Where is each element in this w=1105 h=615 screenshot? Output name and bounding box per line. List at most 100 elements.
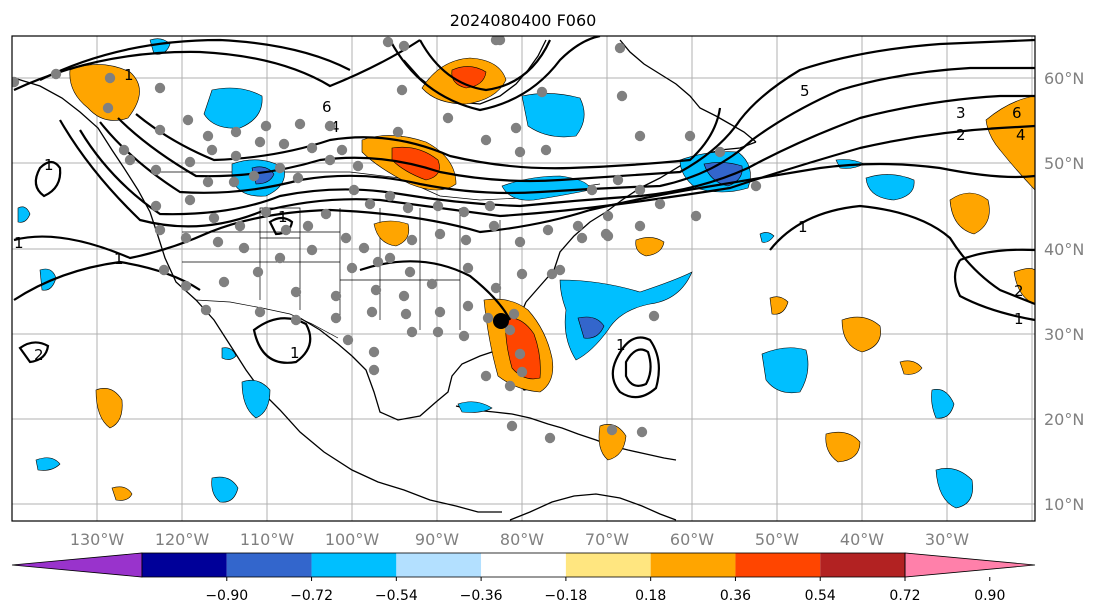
colorbar-segment [565,553,651,577]
shade-orange-atlantic-7 [1013,268,1035,305]
contour-lines [13,36,1035,399]
lat-label-50n: 50°N [1044,154,1084,173]
station-dot [636,426,648,438]
station-dot [572,220,584,232]
station-dot [366,306,378,318]
station-dot [254,136,266,148]
shade-blue-southeast-atlantic-mid [577,316,605,339]
station-dot [124,154,136,166]
contour-label-6-east: 6 [1012,104,1022,122]
lon-label-60w: 60°W [670,530,714,549]
station-dot [542,224,554,236]
station-dot [462,262,474,274]
station-dot [206,144,218,156]
longitude-labels: 130°W 120°W 110°W 100°W 90°W 80°W 70°W 6… [70,530,969,549]
contour-label-4-east: 4 [1016,126,1026,144]
station-dot [306,244,318,256]
contour-2-alaska [18,341,50,364]
station-dot [402,202,414,214]
station-dot [200,304,212,316]
station-dot [260,120,272,132]
contour-5 [117,38,1035,183]
station-dot [398,290,410,302]
station-dot [346,262,358,274]
station-dot [392,126,404,138]
station-dot [616,90,628,102]
colorbar-tick-label: −0.90 [205,588,248,604]
shade-orange-atlantic-5 [899,360,923,375]
shade-blue-mid-atlantic-2 [761,347,809,394]
station-dot [340,232,352,244]
station-dot [494,36,506,46]
contour-label-1-alaska: 1 [124,66,134,84]
contour-label-2: 2 [956,126,966,144]
station-dot [506,420,518,432]
station-dot [516,366,528,378]
station-dot [238,242,250,254]
contour-1-mid-atlantic [769,204,1035,306]
colorbar-tick-label: −0.36 [460,588,503,604]
station-dot [634,220,646,232]
station-dot [398,40,410,52]
contour-upper-west-2 [39,38,351,81]
lat-label-40n: 40°N [1044,240,1084,259]
shade-blue-mid-atlantic-4 [935,468,973,509]
map-panel: 1 6 4 1 1 1 1 2 1 1 5 3 2 6 4 2 1 1 [11,35,1036,522]
station-dot [302,220,314,232]
state-borders [182,207,501,330]
station-dot [648,310,660,322]
station-dot [384,190,396,202]
shade-blue-caribbean [457,401,493,413]
border-us-mexico [195,299,339,339]
station-dot [546,268,558,280]
contour-upper-hudson-2 [419,39,552,92]
station-dot [330,312,342,324]
station-dot [516,268,528,280]
station-dot [292,172,304,184]
contour-1-mexico-west [13,260,201,301]
station-dot [248,170,260,182]
map-frame [11,35,1036,522]
station-dot [442,112,454,124]
contour-upper-hudson [389,36,601,112]
station-dot [576,232,588,244]
station-dot [372,256,384,268]
station-dot [458,206,470,218]
station-dot [606,424,618,436]
station-dot [230,150,242,162]
station-dot [202,176,214,188]
station-dot [252,266,264,278]
shade-orange-atlantic-4 [635,237,665,257]
lon-label-40w: 40°W [840,530,884,549]
station-dot [514,348,526,360]
station-dot [684,130,696,142]
contour-label-1-texas: 1 [290,344,300,362]
colorbar-tick-label: 0.36 [720,588,751,604]
contour-2 [59,119,1035,228]
station-dot [490,282,502,294]
contour-label-1-northwest: 1 [44,156,54,174]
station-dot [228,176,240,188]
station-dot [294,118,306,130]
colorbar-ticks: −0.90 −0.72 −0.54 −0.36 −0.18 0.18 0.36 0.54 0.7… [205,577,1005,604]
station-dot [400,308,412,320]
contour-label-2-east: 2 [1014,282,1024,300]
station-dot [364,198,376,210]
shade-blue-pacific-5 [17,206,31,223]
contour-label-1-far-west: 1 [14,234,24,252]
station-dot [158,264,170,276]
shade-orange-atlantic-2 [841,316,881,353]
colorbar-segment [396,553,482,577]
shade-blue-atlantic-south [759,232,775,243]
station-dot [586,184,598,196]
contour-upper-west [13,39,421,91]
contour-1-west-loop [34,160,62,198]
station-dot [540,144,552,156]
contour-1-small-idaho [268,216,294,236]
contour-6 [135,107,722,170]
shade-blue-bc [203,87,263,129]
station-dot [180,232,192,244]
colorbar-segment [650,553,736,577]
contour-1-atlantic-loop [611,336,661,399]
station-dot [432,326,444,338]
